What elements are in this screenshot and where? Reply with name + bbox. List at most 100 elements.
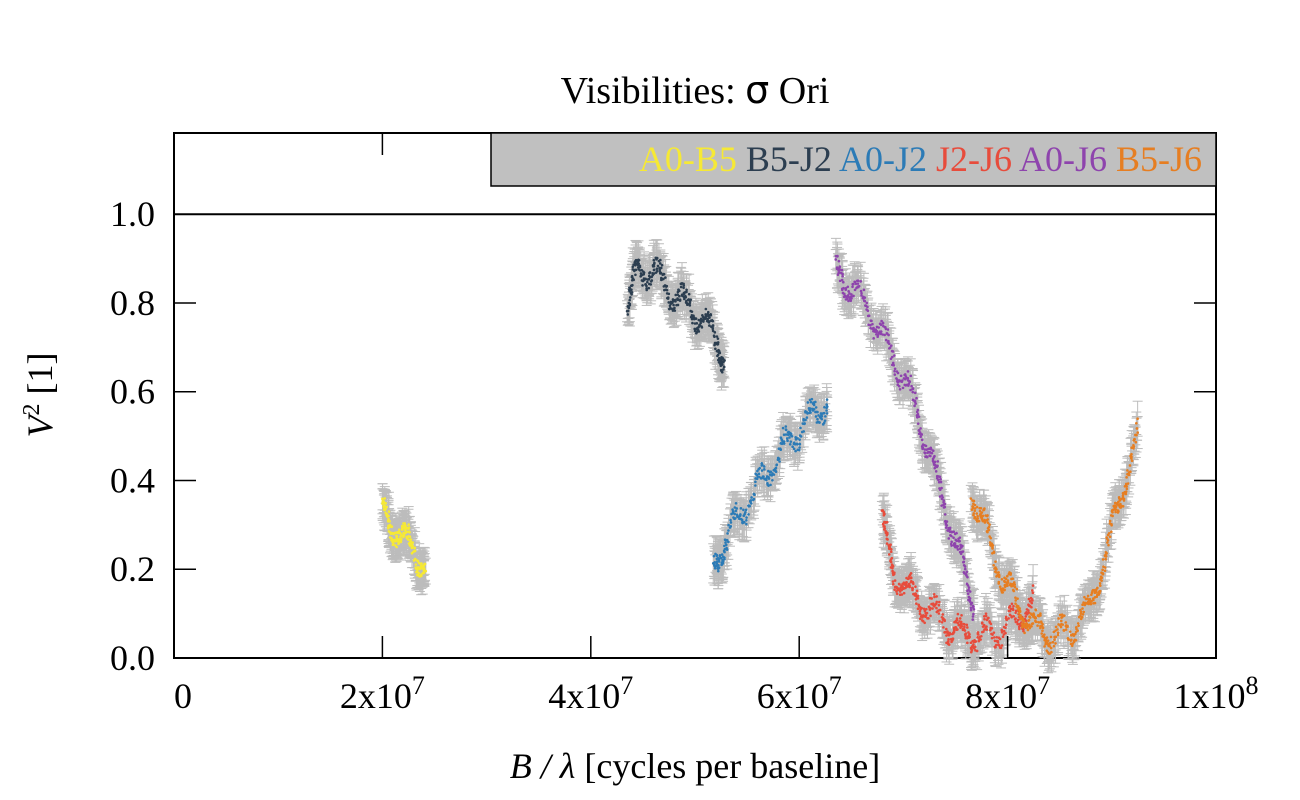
data-point [685, 288, 688, 292]
data-point [724, 541, 727, 544]
title-text: Visibilities: [561, 70, 746, 112]
data-point [931, 449, 935, 453]
data-point [697, 330, 701, 333]
data-point [967, 586, 971, 589]
data-point [687, 298, 691, 301]
data-point [739, 507, 743, 510]
data-point [397, 528, 401, 531]
data-point [1062, 614, 1066, 617]
data-point [907, 382, 911, 386]
data-point [799, 435, 803, 438]
data-point [723, 550, 726, 554]
title-star: Ori [769, 70, 829, 112]
data-point [1039, 612, 1042, 615]
data-point [919, 427, 922, 430]
data-point [937, 612, 941, 615]
data-point [682, 286, 685, 290]
data-point [1125, 476, 1128, 479]
data-point [993, 646, 997, 649]
data-point [944, 526, 948, 529]
data-point [963, 629, 967, 632]
data-point [658, 262, 662, 265]
data-point [814, 400, 817, 404]
data-point [1076, 622, 1080, 625]
data-point [632, 278, 635, 282]
x-tick-labels: 0 2x107 4x107 6x107 8x107 1x108 [174, 671, 1259, 716]
data-point [937, 600, 941, 604]
data-point [998, 585, 1002, 589]
data-point [721, 561, 725, 565]
data-point [1008, 604, 1012, 608]
data-point [888, 346, 892, 349]
data-point [656, 264, 660, 268]
data-point [383, 497, 387, 500]
data-point [647, 286, 651, 290]
data-point [909, 374, 913, 378]
x-tick-label: 1x108 [1174, 671, 1259, 716]
data-point [1081, 607, 1084, 610]
data-point [919, 435, 922, 439]
data-point [1125, 485, 1128, 488]
data-point [921, 447, 924, 451]
data-point [984, 614, 988, 618]
legend-entry-A0-J6: A0-J6 [1012, 139, 1107, 179]
data-point [1136, 431, 1140, 434]
data-point [628, 303, 632, 307]
y-tick-label: 0.4 [110, 460, 155, 500]
data-point [886, 532, 889, 536]
data-point [711, 329, 715, 333]
data-point [734, 502, 738, 505]
data-point [1007, 617, 1010, 620]
data-point [883, 525, 886, 528]
data-point [941, 496, 944, 499]
data-point [1030, 601, 1034, 605]
data-point [716, 337, 720, 340]
data-point [1129, 456, 1133, 460]
data-point [856, 279, 860, 283]
data-point [1135, 421, 1138, 425]
data-point [838, 279, 842, 283]
data-point [1134, 440, 1138, 444]
data-point [896, 371, 900, 375]
data-point [757, 472, 761, 476]
data-point [788, 436, 791, 439]
data-point [424, 569, 428, 573]
data-point [725, 538, 729, 542]
data-point [393, 539, 397, 543]
data-point [1023, 631, 1026, 635]
data-point [1098, 584, 1102, 587]
data-point [945, 524, 949, 527]
data-point [823, 419, 827, 422]
data-point [805, 416, 809, 419]
data-point [1073, 632, 1077, 636]
data-point [901, 379, 904, 382]
data-point [825, 403, 828, 406]
data-point [1000, 644, 1004, 647]
data-point [1130, 459, 1134, 463]
data-point [955, 531, 958, 535]
data-point [1022, 627, 1025, 631]
data-point [986, 521, 990, 524]
data-point [875, 329, 879, 333]
data-point [1009, 573, 1012, 576]
data-point [1006, 584, 1009, 588]
data-point [893, 369, 896, 373]
data-point [910, 384, 913, 388]
data-point [716, 342, 720, 346]
data-point [904, 586, 907, 590]
data-point [1106, 541, 1109, 544]
data-point [888, 545, 892, 549]
data-point [976, 517, 980, 520]
data-point [918, 612, 922, 616]
data-point [727, 529, 730, 532]
data-point [400, 528, 404, 531]
data-point [713, 561, 717, 564]
data-point [943, 619, 946, 623]
data-point [898, 387, 902, 391]
data-point [652, 268, 656, 272]
data-point [1121, 505, 1125, 508]
data-point [936, 464, 939, 468]
data-point [1019, 615, 1023, 619]
data-point [1056, 631, 1060, 635]
data-point [1031, 622, 1035, 625]
